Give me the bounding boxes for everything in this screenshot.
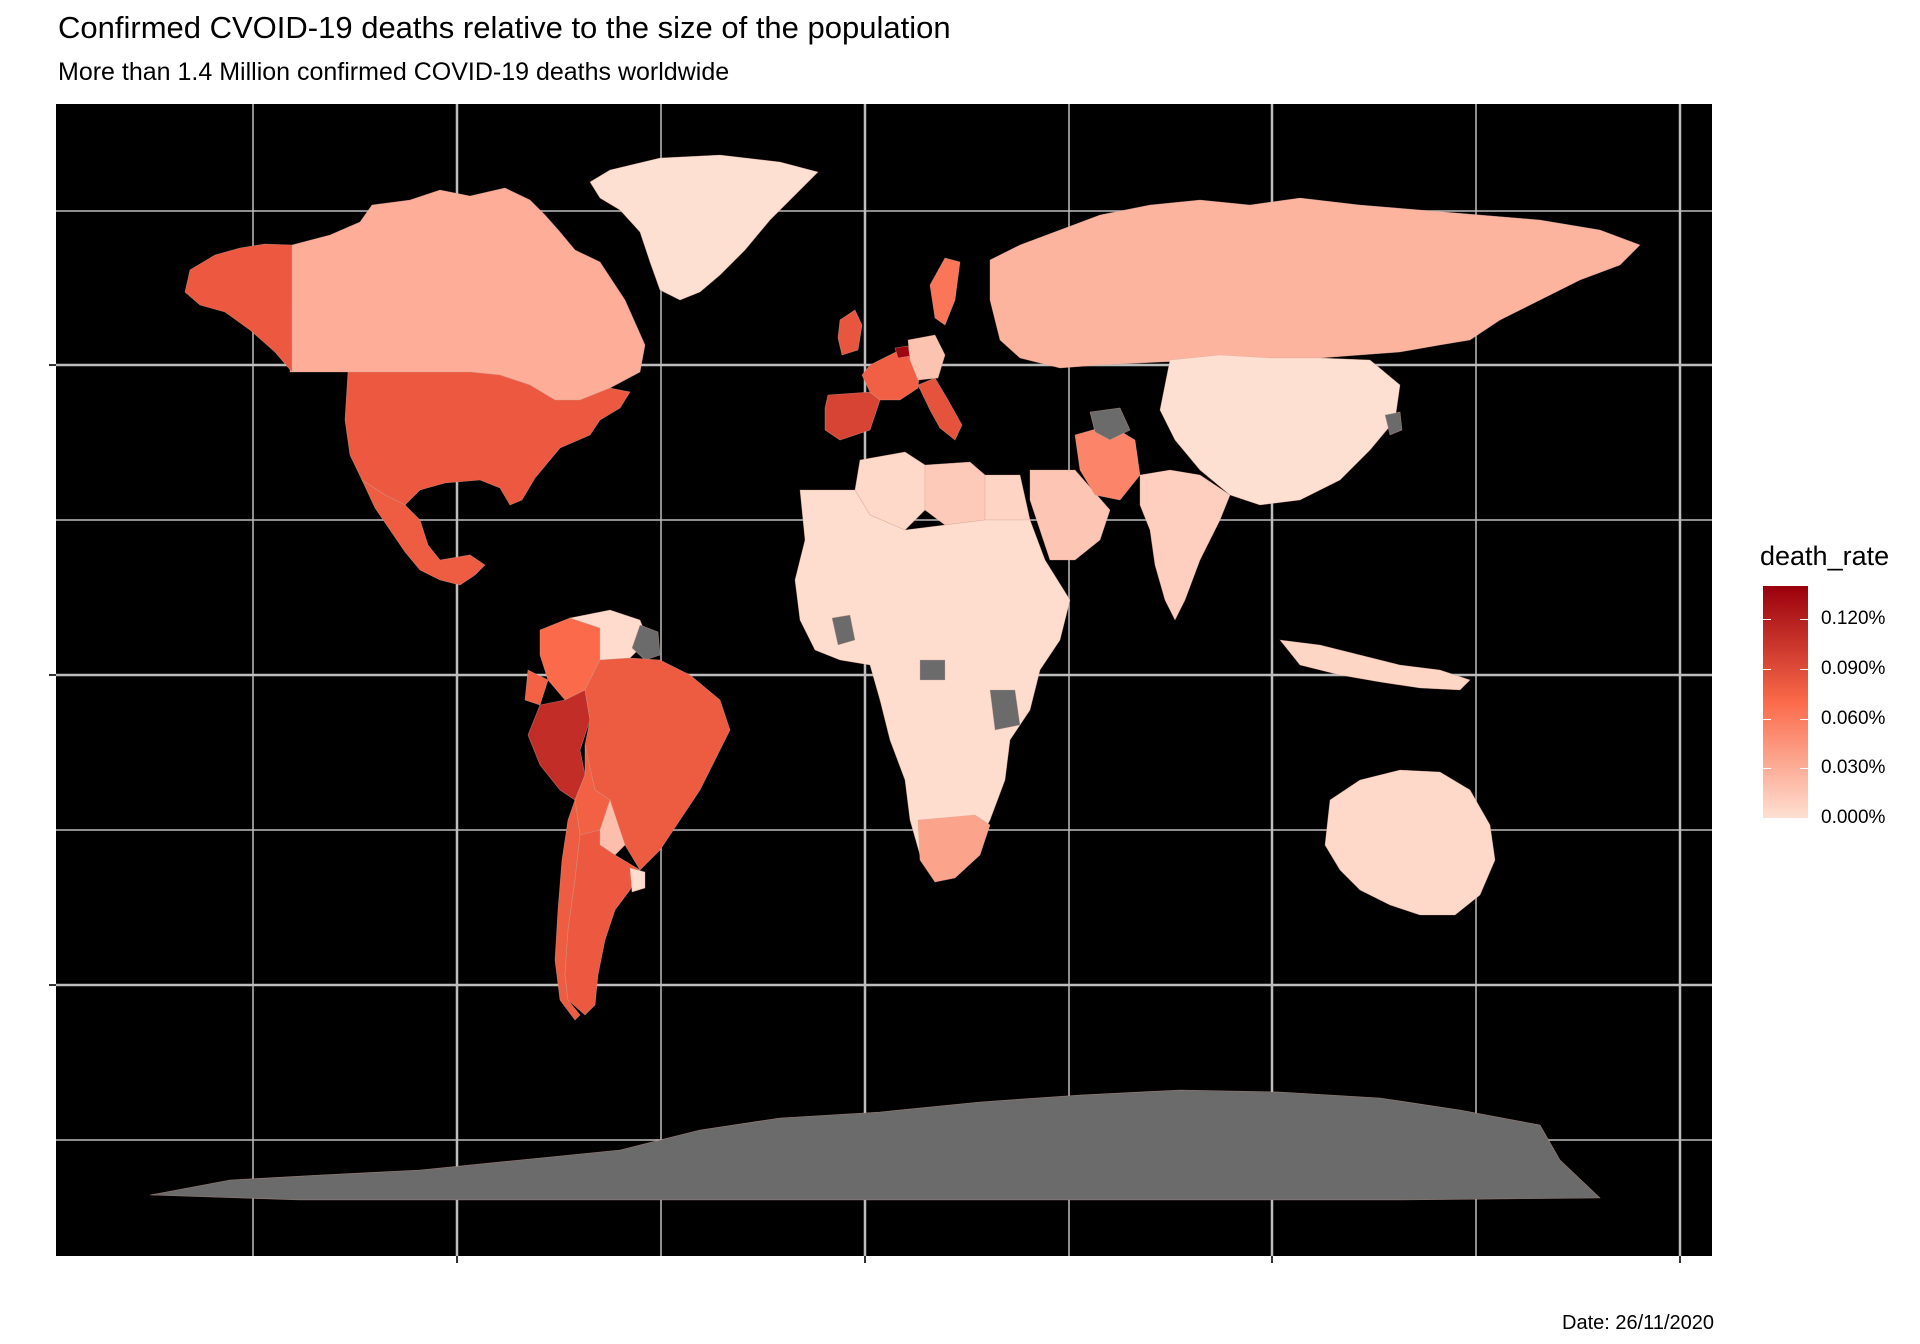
date-caption: Date: 26/11/2020 — [1562, 1312, 1714, 1334]
region-russia — [989, 197, 1641, 369]
chart-title: Confirmed CVOID-19 deaths relative to th… — [58, 10, 951, 45]
region-argentina — [564, 829, 641, 1016]
region-italy — [917, 377, 963, 441]
legend-tick-label: 0.120% — [1821, 608, 1886, 630]
legend-tick-label: 0.060% — [1821, 707, 1886, 729]
region-indonesia — [1279, 639, 1471, 691]
legend-tick-mark — [1763, 668, 1771, 670]
region-uruguay — [629, 867, 646, 893]
legend-tick-label: 0.030% — [1821, 757, 1886, 779]
legend-tick-mark — [1800, 668, 1808, 670]
axis-ticks — [49, 364, 1681, 1263]
region-united-kingdom — [837, 309, 863, 356]
region-alaska — [184, 243, 293, 373]
region-belgium — [894, 345, 911, 359]
region-china — [1159, 354, 1401, 506]
region-sweden — [929, 257, 961, 326]
legend-tick-mark — [1763, 768, 1771, 770]
region-guyana — [631, 624, 661, 661]
legend-tick-mark — [1800, 818, 1808, 819]
region-north-korea — [1384, 411, 1403, 436]
chart-subtitle: More than 1.4 Million confirmed COVID-19… — [58, 58, 730, 86]
region-libya — [924, 461, 986, 526]
legend-tick-mark — [1763, 718, 1771, 720]
region-australia — [1324, 769, 1496, 916]
region-central-african-republic — [919, 659, 946, 681]
region-turkmenistan — [1089, 407, 1131, 441]
region-c-te-d-ivoire — [831, 614, 856, 646]
region-saudi-arabia — [1029, 469, 1111, 561]
region-germany — [907, 334, 946, 381]
region-mexico — [361, 479, 486, 586]
legend-tick-label: 0.000% — [1821, 807, 1886, 828]
legend-tick-mark — [1800, 718, 1808, 720]
region-tanzania — [989, 689, 1021, 731]
region-south-africa — [917, 814, 991, 883]
legend-tick-label: 0.090% — [1821, 657, 1886, 679]
legend-title: death_rate — [1760, 541, 1890, 571]
legend-tick-mark — [1763, 818, 1771, 819]
legend-tick-mark — [1763, 619, 1771, 621]
legend-colorbar — [1763, 586, 1808, 818]
region-india — [1139, 469, 1231, 621]
region-greenland — [589, 154, 819, 301]
legend-tick-mark — [1800, 768, 1808, 770]
legend-tick-mark — [1800, 619, 1808, 621]
region-antarctica — [149, 1089, 1601, 1201]
